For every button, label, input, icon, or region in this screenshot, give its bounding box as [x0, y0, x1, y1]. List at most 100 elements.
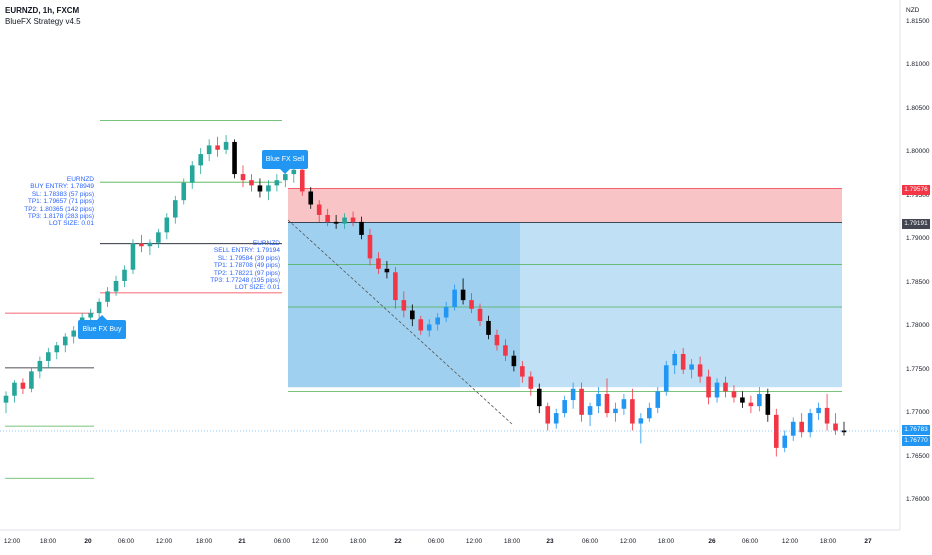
- time-tick-label: 12:00: [619, 538, 637, 545]
- sell-signal-label[interactable]: Blue FX Sell: [262, 150, 308, 169]
- candle: [714, 378, 720, 403]
- sell-info-line: TP1: 1.78708 (49 pips): [213, 262, 280, 270]
- candle-body: [630, 399, 635, 424]
- candle: [528, 371, 534, 396]
- time-tick-label: 18:00: [503, 538, 521, 545]
- candle: [469, 293, 474, 314]
- candle-body: [333, 221, 339, 224]
- candle: [655, 387, 661, 414]
- price-tick-label: 1.77500: [906, 365, 930, 373]
- candle: [520, 360, 525, 383]
- price-tick-label: 1.80500: [906, 104, 930, 112]
- candle-body: [181, 182, 187, 201]
- candle: [486, 315, 491, 340]
- candle: [630, 388, 635, 431]
- candle: [579, 382, 584, 422]
- candle-body: [401, 300, 407, 311]
- candle: [663, 360, 669, 396]
- strategy-title: BlueFX Strategy v4.5: [5, 17, 81, 26]
- candle-body: [122, 269, 127, 281]
- candle-body: [283, 174, 288, 181]
- stop-price-tag: 1.79576: [902, 185, 930, 195]
- candle: [452, 284, 457, 311]
- candle: [426, 319, 432, 337]
- candle: [536, 383, 542, 414]
- symbol-title: EURNZD, 1h, FXCM: [5, 6, 80, 15]
- candle: [367, 228, 373, 266]
- candle: [189, 161, 195, 189]
- time-tick-label: 18:00: [349, 538, 367, 545]
- candle-body: [147, 242, 153, 247]
- price-tick-label: 1.78000: [906, 322, 930, 330]
- candle-body: [105, 291, 110, 302]
- sell-info-line: EURNZD: [252, 240, 280, 247]
- price-tick-label: 1.78500: [906, 278, 930, 286]
- candle: [198, 148, 203, 175]
- candle-body: [172, 200, 178, 218]
- candle-body: [714, 382, 720, 398]
- candle-body: [765, 393, 771, 415]
- price-tick-label: 1.77000: [906, 409, 930, 417]
- candle-body: [731, 391, 737, 398]
- buy-signal-label[interactable]: Blue FX Buy: [78, 320, 126, 339]
- candle-body: [511, 355, 517, 367]
- candle: [587, 402, 593, 427]
- candle-body: [545, 406, 551, 424]
- candle: [249, 174, 254, 192]
- candle: [511, 350, 517, 372]
- candle-body: [384, 268, 390, 273]
- candle-body: [291, 169, 297, 175]
- candle-body: [37, 360, 43, 372]
- candle-body: [350, 217, 356, 222]
- candle-body: [503, 345, 508, 356]
- candle: [359, 216, 364, 240]
- candle: [773, 408, 779, 457]
- candle: [418, 315, 424, 335]
- candle-body: [113, 280, 119, 292]
- candle-body: [96, 301, 102, 314]
- candle-body: [215, 145, 220, 150]
- buy-signal-info: EURNZD BUY ENTRY: 1.78949 SL: 1.78383 (5…: [10, 176, 94, 228]
- time-tick-label: 06:00: [117, 538, 135, 545]
- candle-body: [520, 366, 525, 377]
- candle-body: [833, 423, 838, 431]
- candle-body: [418, 319, 424, 331]
- price-tick-label: 1.79500: [906, 191, 930, 199]
- candle-body: [782, 435, 788, 448]
- candle-body: [46, 352, 51, 361]
- candle: [672, 350, 678, 374]
- candle: [706, 369, 711, 405]
- candle: [638, 413, 644, 444]
- candle-body: [536, 388, 542, 407]
- candle: [299, 164, 305, 196]
- candle: [748, 395, 754, 414]
- price-tick-label: 1.81500: [906, 18, 930, 25]
- candle-body: [528, 376, 534, 389]
- candle: [613, 402, 618, 422]
- candle: [740, 391, 745, 408]
- candle-body: [816, 407, 821, 414]
- buy-info-line: TP1: 1.79657 (71 pips): [27, 198, 94, 206]
- candle: [545, 402, 551, 431]
- candle: [376, 252, 381, 275]
- candle-body: [410, 310, 415, 320]
- buy-info-line: TP2: 1.80365 (142 pips): [24, 205, 94, 213]
- candle-body: [71, 330, 77, 337]
- candle-body: [647, 407, 652, 419]
- candle-body: [706, 376, 711, 398]
- candle-body: [376, 258, 381, 269]
- candle-body: [477, 308, 483, 321]
- candle: [435, 313, 440, 331]
- time-tick-label: 18:00: [195, 538, 213, 545]
- candle-body: [469, 300, 474, 309]
- candle-body: [266, 185, 271, 192]
- candle-body: [596, 393, 601, 407]
- candle: [113, 275, 119, 296]
- candle: [621, 393, 627, 415]
- candle-body: [553, 413, 559, 424]
- candle: [105, 287, 110, 308]
- candle-body: [393, 272, 398, 301]
- candle: [723, 376, 728, 398]
